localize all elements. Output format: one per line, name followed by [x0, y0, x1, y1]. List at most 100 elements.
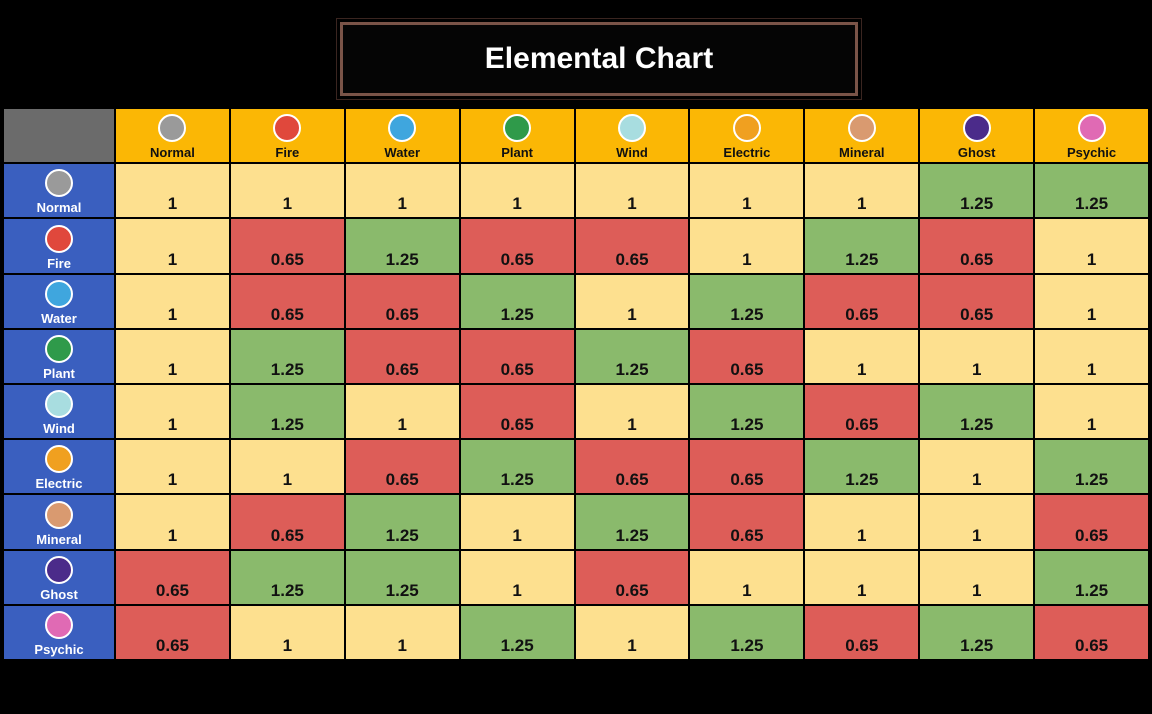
multiplier-cell: 0.65: [344, 328, 460, 384]
multiplier-cell: 1: [115, 383, 230, 440]
multiplier-cell: 1: [804, 549, 920, 605]
row-label: Psychic: [34, 641, 84, 657]
row-label: Mineral: [36, 531, 82, 547]
column-header: Mineral: [804, 108, 920, 164]
multiplier-cell: 1.25: [1034, 163, 1150, 219]
multiplier-cell: 1.25: [229, 383, 345, 440]
multiplier-cell: 1: [115, 163, 230, 219]
multiplier-cell: 1: [1034, 218, 1150, 274]
element-icon: [45, 555, 73, 584]
column-label: Fire: [275, 145, 300, 161]
element-icon: [388, 114, 417, 143]
element-icon: [962, 114, 991, 143]
element-icon: [45, 390, 73, 419]
multiplier-cell: 1.25: [919, 163, 1035, 219]
row-header: Psychic: [3, 604, 115, 660]
column-label: Mineral: [839, 145, 885, 161]
multiplier-cell: 1.25: [919, 604, 1035, 660]
row-header: Fire: [3, 218, 115, 274]
element-icon: [273, 114, 302, 143]
multiplier-cell: 1.25: [229, 549, 345, 605]
multiplier-cell: 1.25: [574, 328, 690, 384]
multiplier-cell: 0.65: [689, 439, 805, 495]
row-header: Mineral: [3, 494, 115, 550]
element-icon: [732, 114, 761, 143]
multiplier-cell: 1: [919, 439, 1035, 495]
row-label: Fire: [47, 255, 71, 271]
multiplier-cell: 1: [574, 273, 690, 329]
multiplier-cell: 1: [459, 494, 575, 550]
row-label: Normal: [36, 200, 82, 216]
multiplier-cell: 1.25: [344, 549, 460, 605]
multiplier-cell: 0.65: [689, 328, 805, 384]
multiplier-cell: 1.25: [804, 218, 920, 274]
multiplier-cell: 1.25: [689, 604, 805, 660]
element-icon: [847, 114, 876, 143]
column-label: Psychic: [1066, 145, 1117, 161]
multiplier-cell: 1: [115, 218, 230, 274]
multiplier-cell: 1: [229, 439, 345, 495]
multiplier-cell: 0.65: [459, 218, 575, 274]
multiplier-cell: 1: [115, 273, 230, 329]
column-header: Normal: [115, 108, 230, 164]
element-icon: [503, 114, 532, 143]
multiplier-cell: 1.25: [1034, 549, 1150, 605]
column-label: Plant: [501, 145, 534, 161]
multiplier-cell: 1: [115, 439, 230, 495]
multiplier-cell: 0.65: [1034, 494, 1150, 550]
multiplier-cell: 1: [229, 163, 345, 219]
element-icon: [45, 169, 73, 198]
multiplier-cell: 0.65: [574, 218, 690, 274]
multiplier-cell: 0.65: [229, 218, 345, 274]
multiplier-cell: 0.65: [919, 273, 1035, 329]
column-header: Wind: [574, 108, 690, 164]
row-header: Electric: [3, 439, 115, 495]
multiplier-cell: 1.25: [459, 273, 575, 329]
column-label: Water: [384, 145, 421, 161]
multiplier-cell: 1: [115, 494, 230, 550]
multiplier-cell: 0.65: [115, 604, 230, 660]
multiplier-cell: 1.25: [919, 383, 1035, 440]
multiplier-cell: 1: [919, 494, 1035, 550]
multiplier-cell: 1: [459, 163, 575, 219]
multiplier-cell: 0.65: [804, 273, 920, 329]
column-header: Electric: [689, 108, 805, 164]
row-label: Plant: [43, 365, 75, 381]
multiplier-cell: 1: [459, 549, 575, 605]
element-icon: [45, 445, 73, 474]
multiplier-cell: 0.65: [574, 439, 690, 495]
multiplier-cell: 1: [919, 328, 1035, 384]
multiplier-cell: 0.65: [804, 604, 920, 660]
row-label: Wind: [43, 421, 75, 437]
multiplier-cell: 1: [229, 604, 345, 660]
multiplier-cell: 1.25: [459, 439, 575, 495]
multiplier-cell: 1: [344, 383, 460, 440]
element-icon: [1077, 114, 1106, 143]
title-box: Elemental Chart: [336, 18, 862, 100]
column-header: Fire: [229, 108, 345, 164]
multiplier-cell: 0.65: [229, 494, 345, 550]
element-icon: [618, 114, 646, 143]
column-header: Plant: [459, 108, 575, 164]
corner-cell: [3, 108, 115, 164]
multiplier-cell: 1.25: [689, 383, 805, 440]
multiplier-cell: 1: [1034, 328, 1150, 384]
row-label: Water: [41, 310, 77, 326]
multiplier-cell: 1.25: [459, 604, 575, 660]
row-header: Normal: [3, 163, 115, 219]
element-icon: [45, 610, 73, 639]
multiplier-cell: 1: [689, 163, 805, 219]
multiplier-cell: 1: [1034, 273, 1150, 329]
element-icon: [158, 114, 187, 143]
multiplier-cell: 1: [574, 604, 690, 660]
row-label: Ghost: [40, 586, 78, 602]
multiplier-cell: 0.65: [459, 328, 575, 384]
multiplier-cell: 1.25: [689, 273, 805, 329]
multiplier-cell: 1: [804, 494, 920, 550]
elemental-table: Normal Fire Water Plant Wind Electric Mineral G…: [3, 108, 1150, 660]
multiplier-cell: 0.65: [574, 549, 690, 605]
row-header: Water: [3, 273, 115, 329]
multiplier-cell: 1.25: [344, 494, 460, 550]
column-header: Water: [344, 108, 460, 164]
element-icon: [45, 279, 73, 308]
